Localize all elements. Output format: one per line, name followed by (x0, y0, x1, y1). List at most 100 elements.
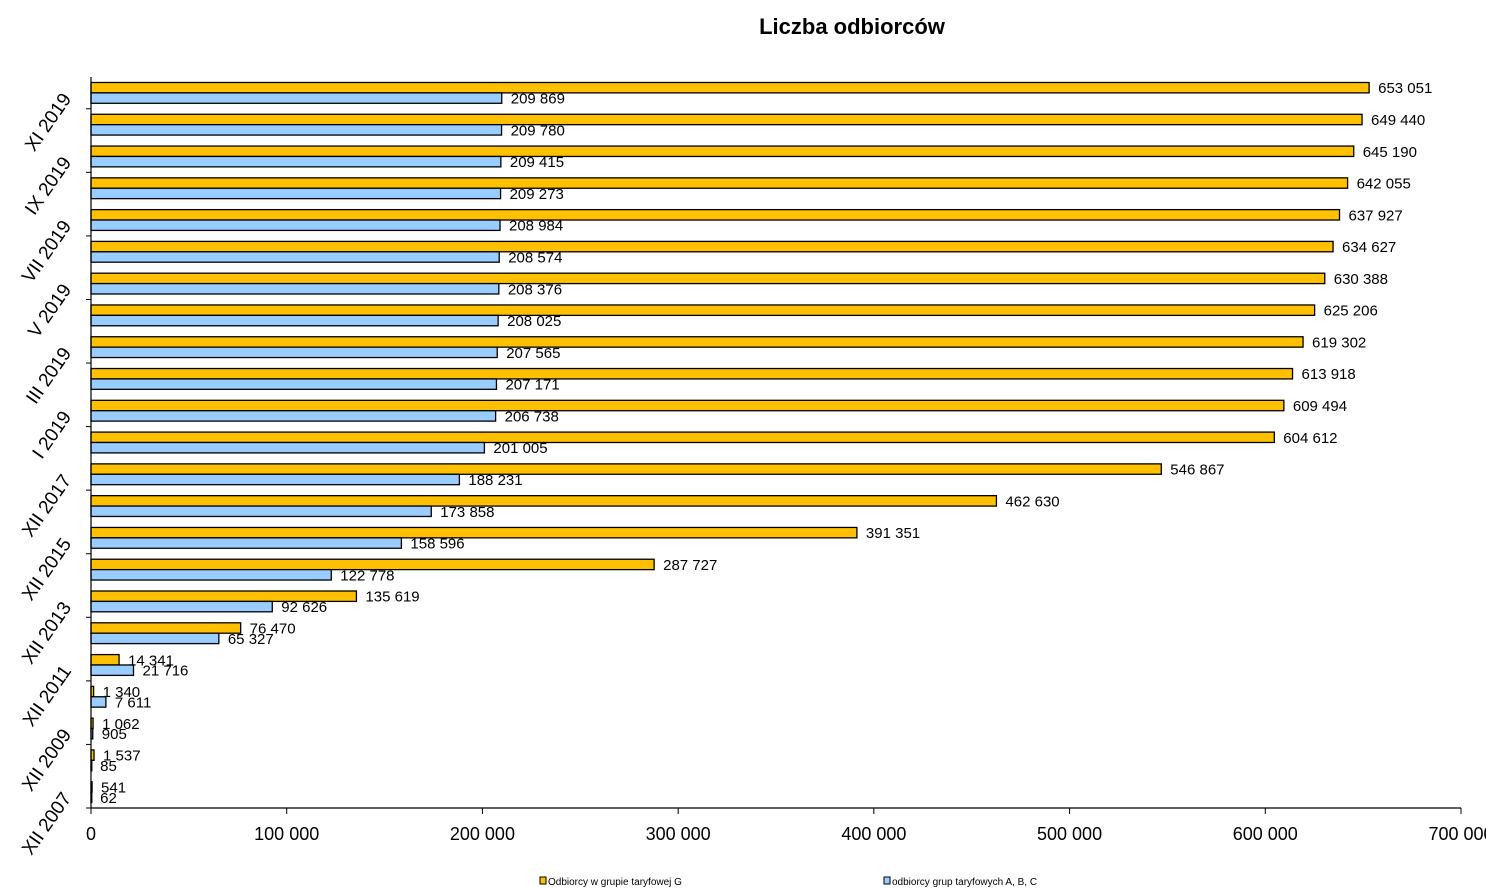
category-label-10: IX 2019 (21, 153, 76, 219)
legend: Odbiorcy w grupie taryfowej G odbiorcy g… (539, 876, 1037, 888)
bar-abc-19 (90, 187, 502, 200)
data-label-abc-9: 173 858 (440, 504, 494, 521)
data-label-g-20: 645 190 (1363, 144, 1417, 161)
data-label-g-3: 1 340 (103, 684, 141, 701)
axes-group (90, 77, 1461, 809)
category-label-3: XII 2013 (18, 598, 76, 668)
data-label-g-1: 1 537 (103, 748, 141, 765)
data-label-abc-1: 85 (100, 758, 117, 775)
data-label-g-15: 625 206 (1324, 303, 1378, 320)
x-tick-label-5: 500 000 (1037, 824, 1102, 844)
data-label-abc-20: 209 415 (510, 154, 564, 171)
bar-abc-8 (90, 537, 403, 549)
bar-g-22 (90, 81, 1370, 94)
bar-g-15 (90, 304, 1316, 317)
data-label-g-11: 604 612 (1283, 430, 1337, 447)
data-label-g-13: 613 918 (1302, 366, 1356, 383)
bar-abc-18 (90, 219, 501, 232)
category-label-11: XI 2019 (21, 90, 76, 156)
bar-abc-14 (90, 346, 498, 359)
category-label-1: XII 2009 (18, 725, 76, 795)
data-label-abc-18: 208 984 (509, 218, 563, 235)
data-label-g-12: 609 494 (1293, 398, 1347, 415)
data-label-abc-11: 201 005 (493, 440, 547, 457)
x-tick-label-3: 300 000 (646, 824, 711, 844)
bar-g-18 (90, 208, 1341, 221)
bar-abc-13 (90, 378, 498, 390)
bar-abc-17 (90, 251, 500, 263)
data-label-abc-0: 62 (100, 790, 117, 807)
data-label-g-19: 642 055 (1357, 176, 1411, 193)
data-label-abc-6: 92 626 (281, 599, 327, 616)
data-label-abc-2: 905 (102, 726, 127, 743)
bar-abc-15 (90, 314, 499, 327)
category-label-4: XII 2015 (18, 535, 76, 605)
legend-swatch-abc (883, 876, 891, 885)
data-label-g-2: 1 062 (102, 716, 140, 733)
legend-swatch-g (539, 876, 547, 885)
bar-abc-12 (90, 410, 497, 422)
x-tick-label-0: 0 (86, 824, 96, 844)
data-label-abc-5: 65 327 (228, 631, 274, 648)
bar-g-20 (90, 145, 1355, 158)
bar-g-13 (90, 367, 1294, 380)
bar-abc-11 (90, 441, 486, 454)
category-label-9: VII 2019 (18, 217, 76, 287)
data-label-g-22: 653 051 (1378, 80, 1432, 97)
data-label-abc-22: 209 869 (511, 91, 565, 108)
bar-abc-16 (90, 282, 500, 295)
bar-g-12 (90, 399, 1285, 412)
data-label-abc-17: 208 574 (508, 250, 562, 267)
data-label-g-8: 391 351 (866, 525, 920, 542)
bars-group (90, 81, 1370, 804)
data-label-g-14: 619 302 (1312, 334, 1366, 351)
data-label-g-10: 546 867 (1170, 462, 1224, 479)
bar-abc-21 (90, 124, 503, 136)
bar-g-4 (90, 653, 120, 666)
bar-g-14 (90, 336, 1304, 348)
legend-label-g: Odbiorcy w grupie taryfowej G (548, 877, 682, 888)
x-tick-label-1: 100 000 (254, 824, 319, 844)
data-label-abc-14: 207 565 (506, 345, 560, 362)
data-label-g-21: 649 440 (1371, 112, 1425, 129)
bar-g-8 (90, 526, 858, 539)
bar-abc-20 (90, 155, 502, 168)
chart-title: Liczba odbiorców (759, 14, 946, 39)
legend-label-abc: odbiorcy grup taryfowych A, B, C (892, 877, 1037, 888)
bar-abc-9 (90, 505, 432, 518)
data-label-abc-10: 188 231 (468, 472, 522, 489)
data-label-abc-12: 206 738 (505, 408, 559, 425)
category-label-7: III 2019 (23, 344, 77, 408)
bar-g-16 (90, 272, 1326, 285)
data-label-abc-7: 122 778 (340, 567, 394, 584)
bar-g-11 (90, 431, 1275, 444)
bar-abc-5 (90, 632, 220, 645)
bar-abc-10 (90, 473, 461, 486)
data-label-g-18: 637 927 (1349, 207, 1403, 224)
category-label-8: V 2019 (24, 280, 76, 341)
x-tick-label-6: 600 000 (1233, 824, 1298, 844)
data-label-abc-16: 208 376 (508, 281, 562, 298)
data-label-abc-19: 209 273 (510, 186, 564, 203)
category-label-6: I 2019 (29, 408, 77, 463)
x-tick-label-2: 200 000 (450, 824, 515, 844)
data-label-abc-3: 7 611 (115, 694, 151, 711)
category-label-0: XII 2007 (18, 789, 76, 859)
data-label-abc-21: 209 780 (511, 122, 565, 139)
bar-g-19 (90, 177, 1349, 189)
data-label-g-7: 287 727 (663, 557, 717, 574)
x-tick-label-7: 700 000 (1428, 824, 1486, 844)
category-label-2: XII 2011 (19, 662, 76, 731)
bar-abc-22 (90, 92, 503, 104)
x-tick-label-4: 400 000 (841, 824, 906, 844)
data-label-abc-8: 158 596 (410, 536, 464, 553)
data-label-abc-13: 207 171 (505, 377, 559, 394)
data-label-abc-4: 21 716 (143, 663, 189, 680)
data-label-g-16: 630 388 (1334, 271, 1388, 288)
bar-g-5 (90, 622, 242, 634)
bar-abc-6 (90, 600, 273, 613)
category-label-5: XII 2017 (18, 471, 76, 541)
bar-abc-7 (90, 568, 332, 581)
